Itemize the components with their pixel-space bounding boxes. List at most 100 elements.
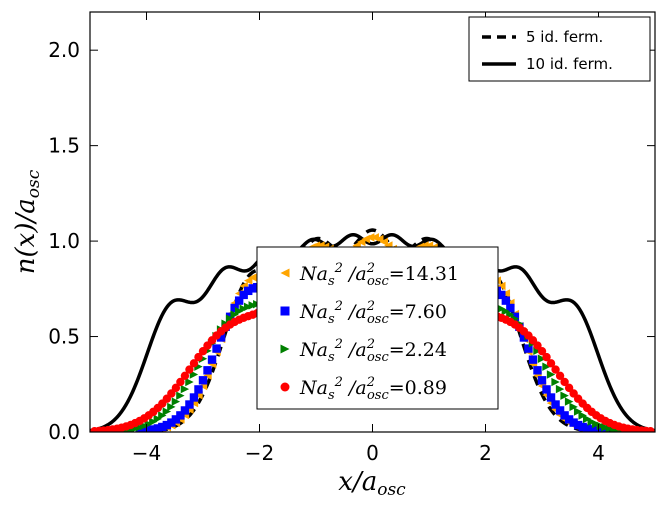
data-point xyxy=(198,376,208,385)
data-point xyxy=(176,377,185,387)
data-point xyxy=(542,352,551,362)
data-point xyxy=(167,402,176,412)
y-tick-label: 1.0 xyxy=(48,229,80,253)
data-point xyxy=(537,376,547,385)
data-point xyxy=(158,422,167,432)
data-point xyxy=(587,417,596,426)
data-point xyxy=(185,400,194,409)
data-point xyxy=(537,346,547,356)
data-point xyxy=(162,420,172,430)
data-point xyxy=(198,346,208,356)
data-point xyxy=(564,383,574,393)
data-point xyxy=(149,417,158,426)
data-point xyxy=(203,366,212,375)
data-point xyxy=(230,310,239,319)
y-tick-label: 1.5 xyxy=(48,134,80,158)
data-point xyxy=(207,355,217,364)
data-point xyxy=(248,284,257,293)
data-point xyxy=(379,237,388,247)
data-point xyxy=(230,303,239,313)
data-point xyxy=(140,426,149,432)
data-point xyxy=(583,414,592,424)
data-point xyxy=(366,233,375,242)
data-point xyxy=(180,406,190,415)
data-point xyxy=(185,377,194,387)
data-point xyxy=(501,307,511,316)
x-tick-label: 4 xyxy=(592,441,605,465)
data-point xyxy=(560,411,569,420)
data-point xyxy=(555,406,565,415)
data-point xyxy=(587,425,596,432)
data-point xyxy=(194,385,203,394)
x-tick-label: 0 xyxy=(366,441,379,465)
data-point xyxy=(153,414,162,424)
legend-interactions: Nas2 /a2 osc=14.31 Nas2 /a2 osc=7.60 Nas2 … xyxy=(256,246,499,410)
data-point xyxy=(171,383,181,393)
data-point xyxy=(578,422,587,432)
series-5-fermions-line xyxy=(90,228,655,432)
data-point xyxy=(497,281,506,291)
data-point xyxy=(569,402,578,412)
legend-marker-2-24 xyxy=(280,344,290,354)
data-point xyxy=(497,304,506,313)
legend-entry-2-24: Nas2 /a2 osc=2.24 xyxy=(299,337,447,365)
data-point xyxy=(601,423,610,432)
data-point xyxy=(167,389,176,398)
data-point xyxy=(501,289,511,298)
data-point xyxy=(234,296,244,305)
data-point xyxy=(569,418,578,427)
data-point xyxy=(551,365,560,374)
data-point xyxy=(248,301,257,310)
data-point xyxy=(176,411,185,420)
x-axis-label: x/aosc xyxy=(338,467,406,500)
data-point xyxy=(225,314,235,323)
data-point xyxy=(135,427,144,432)
data-point xyxy=(592,419,601,429)
y-tick-label: 0.0 xyxy=(48,420,80,444)
data-point xyxy=(578,411,587,420)
data-point xyxy=(185,365,194,374)
data-point xyxy=(194,352,203,362)
legend-entry-7-60: Nas2 /a2 osc=7.60 xyxy=(299,299,447,327)
series-10-fermions-line xyxy=(90,232,655,432)
data-point xyxy=(497,290,506,300)
data-point xyxy=(528,355,538,364)
data-point xyxy=(162,407,172,416)
data-point xyxy=(537,354,547,363)
data-point xyxy=(180,384,190,394)
x-tick-label: 2 xyxy=(479,441,492,465)
data-point xyxy=(176,391,185,400)
data-point xyxy=(158,411,167,420)
data-point xyxy=(542,385,551,394)
data-point xyxy=(216,333,226,342)
legend-marker-7-60 xyxy=(280,306,290,316)
data-point xyxy=(180,371,190,381)
data-point xyxy=(171,415,181,424)
y-axis-label: n(x)/aosc xyxy=(11,169,44,274)
data-point xyxy=(212,344,221,353)
legend-label-10-fermions: 10 id. ferm. xyxy=(526,55,613,73)
data-point xyxy=(189,393,199,402)
data-point xyxy=(573,407,583,416)
data-point xyxy=(546,370,556,379)
data-point xyxy=(524,344,533,353)
legend-fermions: 5 id. ferm. 10 id. ferm. xyxy=(468,16,651,82)
data-point xyxy=(144,426,153,432)
y-tick-label: 0.5 xyxy=(48,325,80,349)
data-point xyxy=(501,296,511,305)
data-point xyxy=(153,424,162,432)
data-point xyxy=(546,359,556,368)
data-point xyxy=(239,304,248,313)
legend-entry-0-89: Nas2 /a2 osc=0.89 xyxy=(299,375,447,403)
data-point xyxy=(583,424,592,432)
data-point xyxy=(555,371,565,381)
data-point xyxy=(244,276,253,285)
data-point xyxy=(646,427,655,432)
x-tick-label: −2 xyxy=(245,441,274,465)
data-point xyxy=(244,286,253,296)
data-point xyxy=(551,400,560,409)
data-point xyxy=(506,303,515,313)
data-point xyxy=(601,427,610,432)
data-point xyxy=(171,397,181,406)
